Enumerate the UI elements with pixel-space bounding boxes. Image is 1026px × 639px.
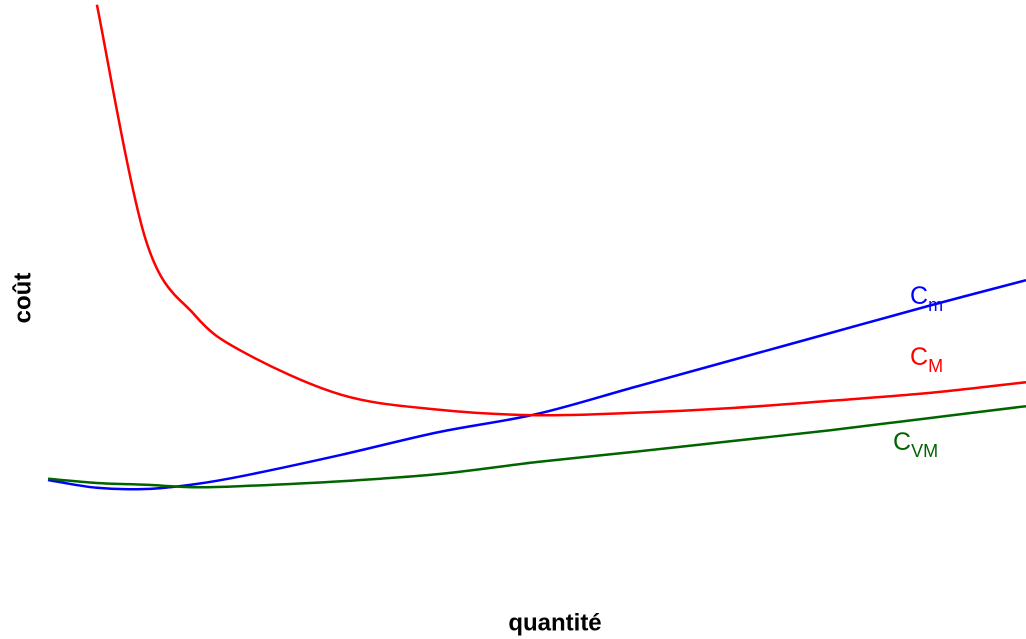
- curve-label-sub: m: [928, 295, 943, 315]
- curve: [47, 404, 1026, 489]
- curve-label: CM: [910, 343, 943, 376]
- y-axis-label: coût: [9, 273, 36, 324]
- curve-label-main: C: [910, 343, 928, 371]
- curve-label: Cm: [910, 282, 943, 315]
- curve: [47, 278, 1026, 491]
- x-axis-label: quantité: [508, 609, 601, 636]
- curve-label-main: C: [893, 428, 911, 456]
- curve-label-sub: M: [928, 356, 943, 376]
- curve-label-main: C: [910, 282, 928, 310]
- curve: [95, 4, 1026, 417]
- curve-label-sub: VM: [911, 441, 938, 461]
- curve-label: CVM: [893, 428, 938, 461]
